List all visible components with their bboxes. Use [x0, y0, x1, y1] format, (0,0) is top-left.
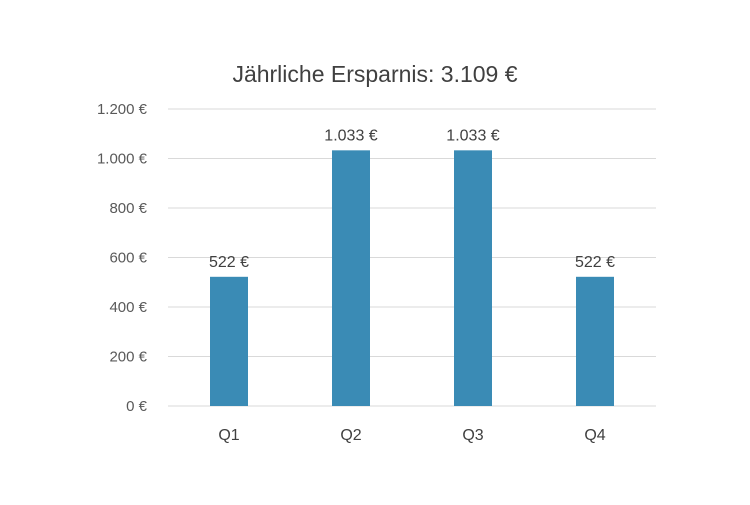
data-label: 1.033 € [446, 127, 499, 144]
y-tick-label: 200 € [109, 349, 147, 366]
y-axis-ticks: 0 € 200 € 400 € 600 € 800 € 1.000 € 1.200 € [97, 101, 148, 415]
x-tick-label: Q4 [584, 427, 605, 444]
y-tick-label: 800 € [109, 200, 147, 217]
x-axis-ticks: Q1 Q2 Q3 Q4 [218, 427, 605, 444]
y-tick-label: 0 € [126, 398, 148, 415]
y-tick-label: 1.000 € [97, 151, 148, 168]
bar-q3 [454, 150, 492, 406]
gridlines [168, 108, 656, 407]
y-tick-label: 600 € [109, 250, 147, 267]
x-tick-label: Q1 [218, 427, 239, 444]
bar-q2 [332, 150, 370, 406]
data-label: 522 € [575, 254, 615, 271]
data-labels: 522 € 1.033 € 1.033 € 522 € [209, 127, 615, 270]
data-label: 522 € [209, 254, 249, 271]
y-tick-label: 400 € [109, 299, 147, 316]
y-tick-label: 1.200 € [97, 101, 148, 118]
data-label: 1.033 € [324, 127, 377, 144]
bar-q1 [210, 276, 248, 406]
bars [210, 150, 614, 406]
x-tick-label: Q3 [462, 427, 483, 444]
bar-q4 [576, 276, 614, 406]
x-tick-label: Q2 [340, 427, 361, 444]
chart-title: Jährliche Ersparnis: 3.109 € [232, 61, 517, 87]
